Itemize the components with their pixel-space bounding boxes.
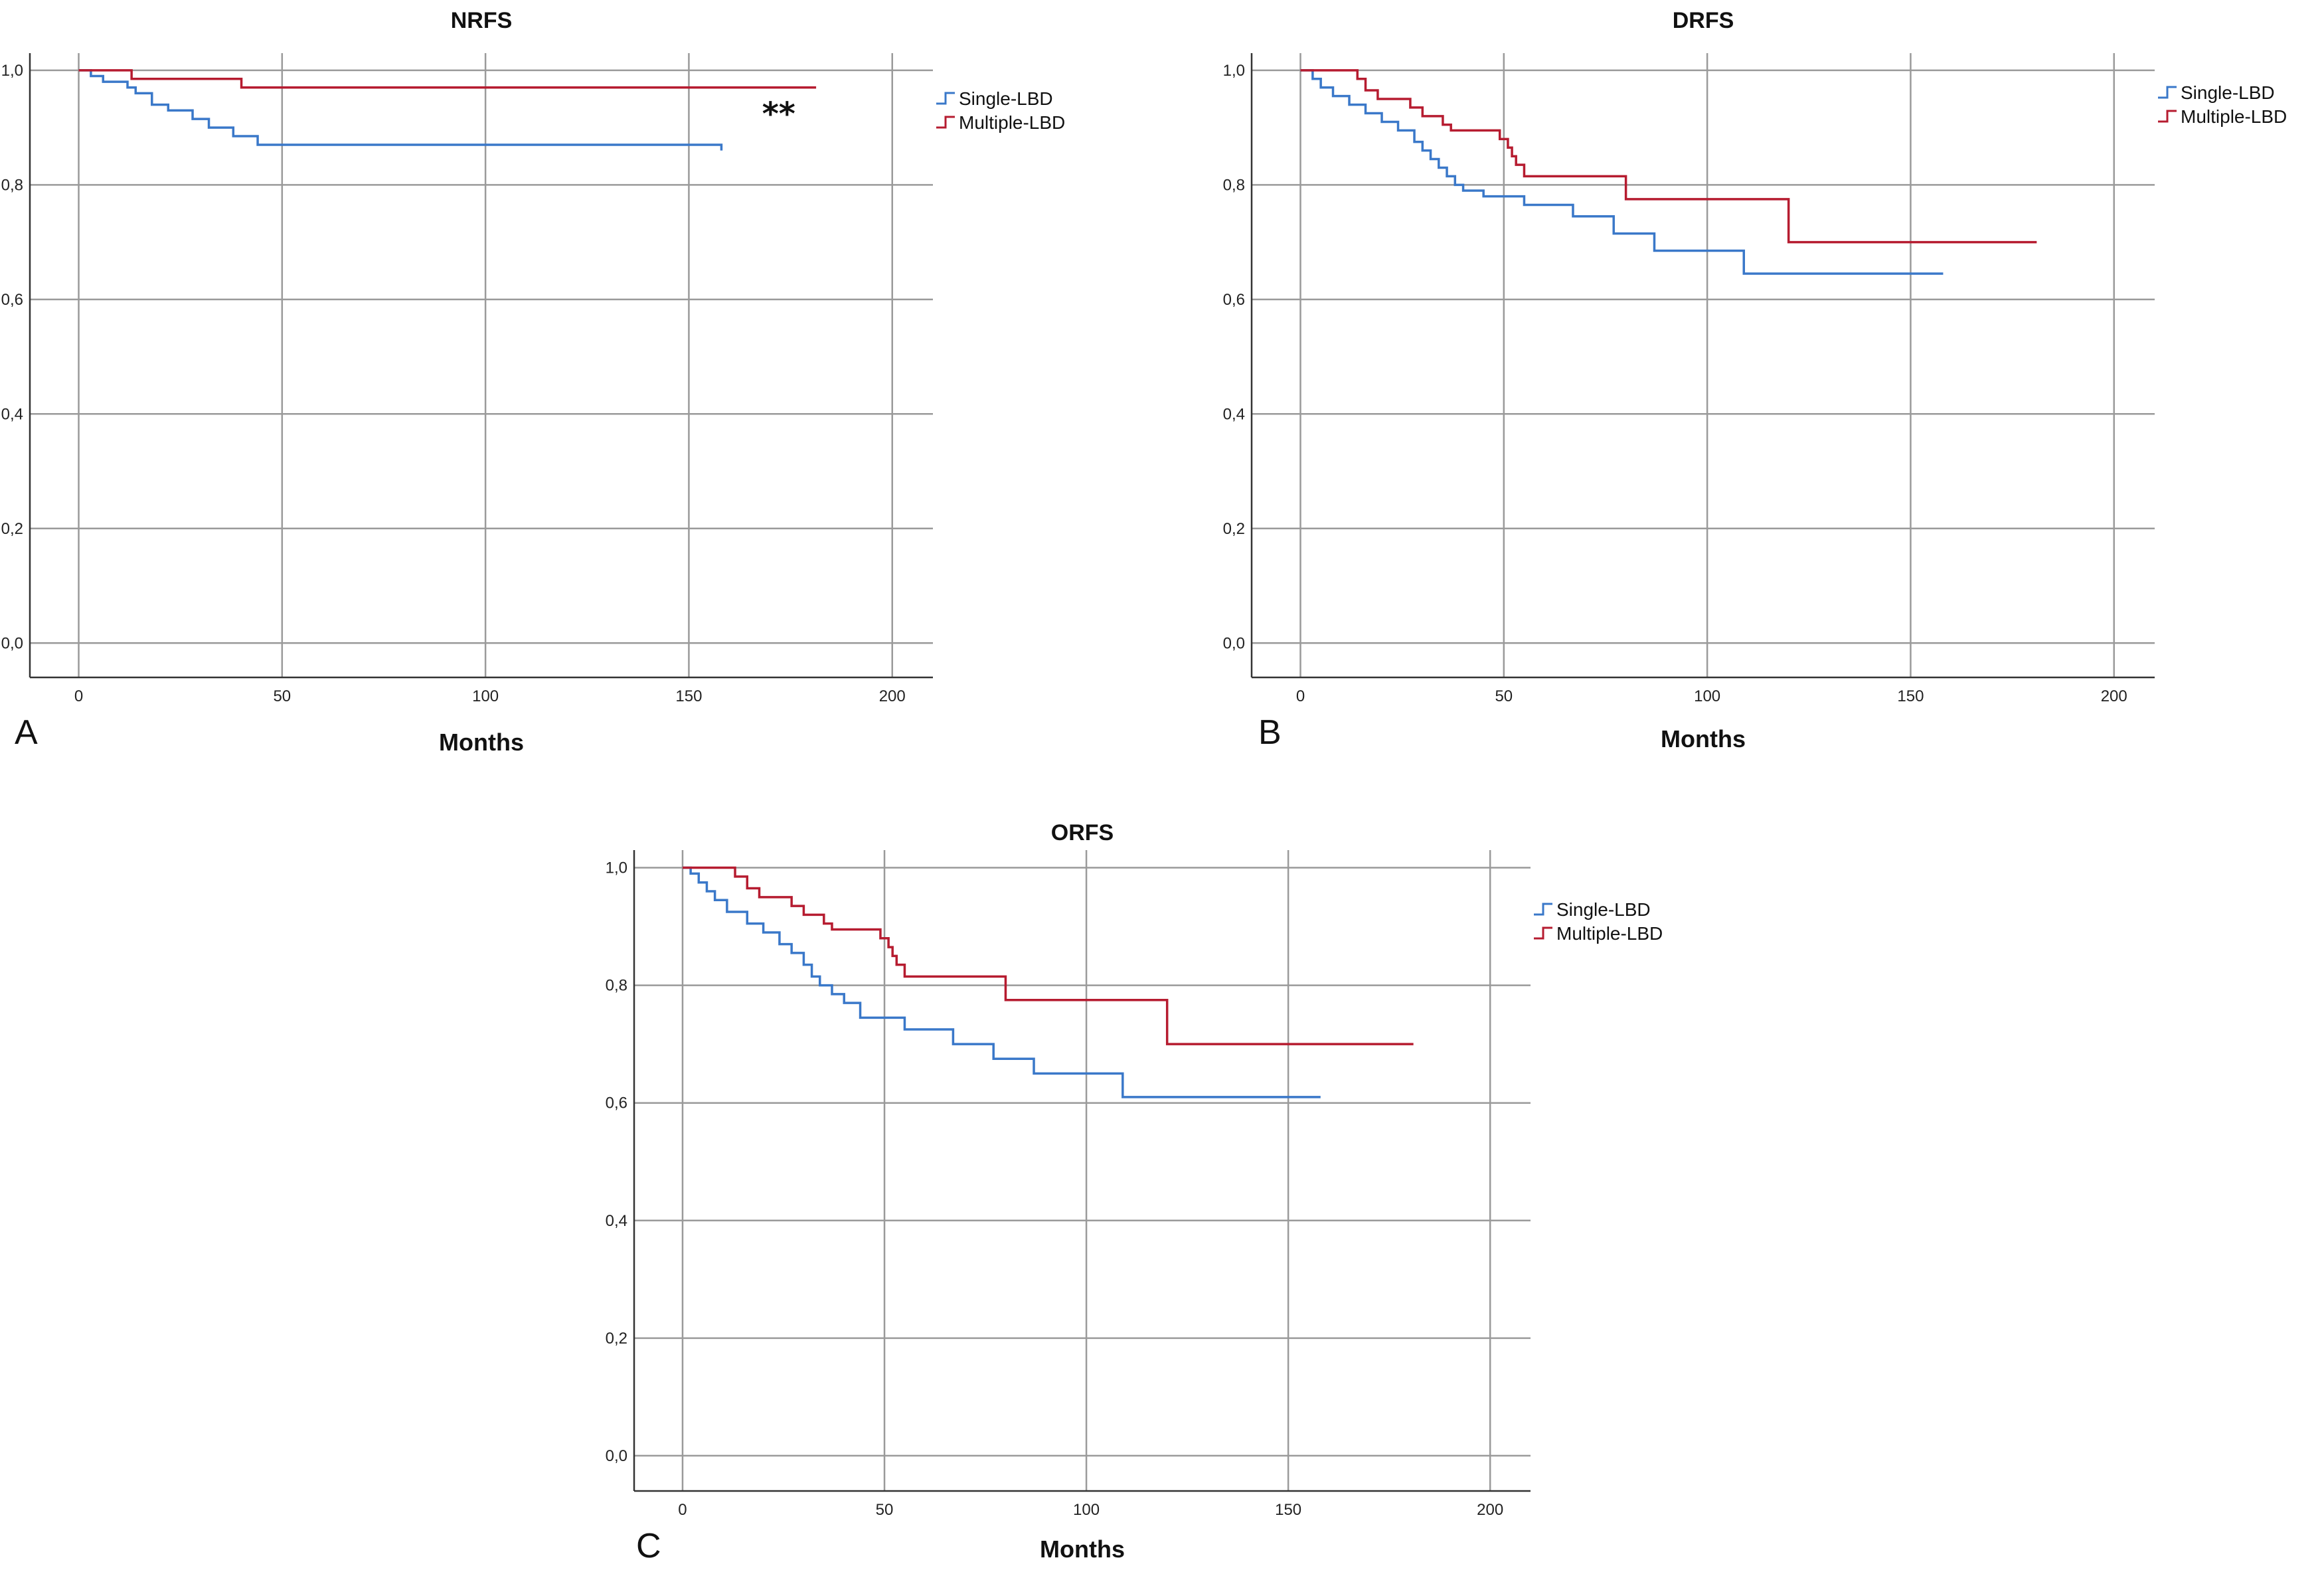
y-tick-label: 0,0: [1, 634, 23, 652]
legend-entry: Single-LBD: [2181, 82, 2275, 103]
x-axis-label: Months: [439, 729, 524, 756]
x-tick-label: 150: [675, 687, 702, 705]
x-tick-label: 0: [74, 687, 83, 705]
legend-entry: Multiple-LBD: [2181, 106, 2287, 127]
x-tick-label: 0: [678, 1501, 687, 1519]
y-tick-label: 0,2: [1223, 520, 1245, 538]
series-line-multiple-lbd: [1300, 69, 2037, 244]
y-tick-label: 0,4: [606, 1212, 627, 1230]
legend: Single-LBD Multiple-LBD: [936, 88, 1065, 133]
legend-entry: Single-LBD: [959, 88, 1053, 109]
y-tick-label: 0,8: [606, 977, 627, 995]
series-line-single-lbd: [78, 69, 723, 151]
y-tick-label: 0,8: [1223, 176, 1245, 194]
chart-title: NRFS: [451, 8, 513, 33]
x-tick-label: 50: [876, 1501, 894, 1519]
y-tick-label: 0,6: [606, 1094, 627, 1112]
x-tick-label: 200: [879, 687, 906, 705]
legend-swatch: [1534, 903, 1552, 916]
x-tick-label: 100: [1694, 687, 1720, 705]
y-tick-label: 0,0: [1223, 634, 1245, 652]
legend-swatch: [2158, 86, 2177, 99]
legend-entry: Multiple-LBD: [1556, 923, 1663, 944]
y-tick-label: 1,0: [1, 62, 23, 80]
series-line-multiple-lbd: [682, 866, 1414, 1045]
x-tick-label: 150: [1275, 1501, 1301, 1519]
y-tick-label: 0,2: [1, 520, 23, 538]
y-tick-label: 0,2: [606, 1330, 627, 1348]
legend-entry: Single-LBD: [1556, 899, 1651, 920]
y-tick-label: 0,0: [606, 1447, 627, 1465]
significance-annotation: **: [762, 96, 795, 133]
legend: Single-LBD Multiple-LBD: [1534, 899, 1663, 944]
panel-b: 0 50 100 150 200 0,0 0,2 0,4 0,6 0,8 1,0 DRFS Months…: [1223, 8, 2287, 752]
series-line-single-lbd: [682, 866, 1321, 1098]
y-tick-label: 0,4: [1, 405, 23, 423]
legend-swatch: [2158, 110, 2177, 123]
x-tick-label: 200: [2101, 687, 2127, 705]
y-tick-label: 1,0: [1223, 62, 1245, 80]
panel-letter: A: [15, 713, 38, 752]
legend-swatch: [1534, 926, 1552, 940]
panel-letter: B: [1258, 713, 1282, 752]
x-tick-label: 100: [1073, 1501, 1100, 1519]
legend-swatch: [936, 92, 955, 105]
panel-c: 0 50 100 150 200 0,0 0,2 0,4 0,6 0,8 1,0 ORFS Months…: [606, 820, 1663, 1565]
legend-entry: Multiple-LBD: [959, 112, 1065, 133]
y-tick-label: 0,6: [1223, 291, 1245, 309]
panel-letter: C: [636, 1527, 661, 1565]
series-line-single-lbd: [1300, 69, 1944, 275]
x-tick-label: 50: [1495, 687, 1513, 705]
series-line-multiple-lbd: [78, 69, 817, 89]
x-tick-label: 150: [1897, 687, 1924, 705]
x-tick-label: 200: [1477, 1501, 1503, 1519]
panel-a: 0 50 100 150 200 0,0 0,2 0,4 0,6 0,8 1,0 NRFS Months…: [1, 8, 1066, 756]
legend: Single-LBD Multiple-LBD: [2158, 82, 2287, 127]
legend-swatch: [936, 116, 955, 129]
chart-title: ORFS: [1051, 820, 1114, 845]
chart-title: DRFS: [1673, 8, 1734, 33]
x-axis-label: Months: [1661, 725, 1746, 752]
x-tick-label: 0: [1296, 687, 1305, 705]
y-tick-label: 0,6: [1, 291, 23, 309]
x-tick-label: 50: [273, 687, 291, 705]
y-tick-label: 1,0: [606, 859, 627, 877]
x-axis-label: Months: [1040, 1535, 1125, 1563]
x-tick-label: 100: [472, 687, 499, 705]
y-tick-label: 0,8: [1, 176, 23, 194]
y-tick-label: 0,4: [1223, 405, 1245, 423]
